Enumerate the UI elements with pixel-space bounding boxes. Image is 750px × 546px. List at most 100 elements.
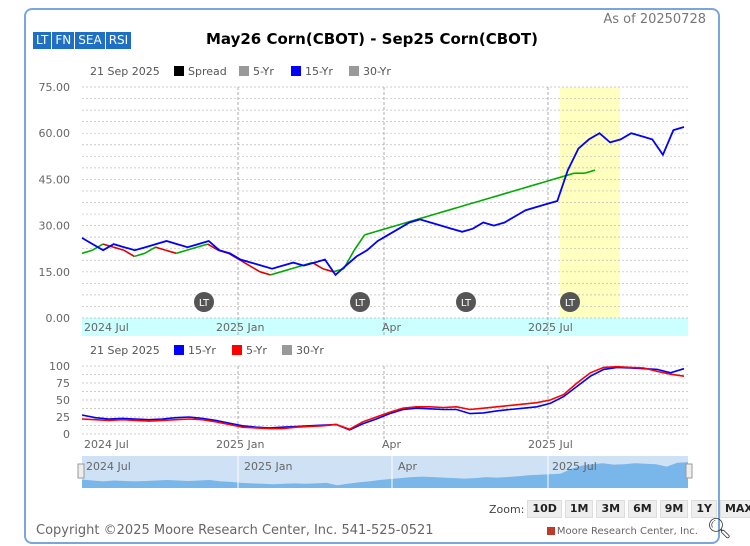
sub-five-year-line bbox=[81, 365, 685, 431]
lt-marker-label: LT bbox=[199, 298, 210, 309]
sub-legend-swatch-5yr bbox=[232, 345, 242, 355]
legend-swatch-30yr bbox=[349, 66, 359, 76]
legend-label-5yr[interactable]: 5-Yr bbox=[253, 65, 274, 78]
legend-label-30yr[interactable]: 30-Yr bbox=[363, 65, 391, 78]
lt-marker[interactable] bbox=[194, 292, 214, 312]
spread-line-segment bbox=[437, 209, 449, 215]
legend-label-spread[interactable]: Spread bbox=[188, 65, 227, 78]
legend-label-15yr[interactable]: 15-Yr bbox=[305, 65, 333, 78]
zoom-bar: Zoom: 10D 1M 3M 6M 9M 1Y MAX bbox=[489, 500, 750, 518]
legend-swatch-15yr bbox=[291, 66, 301, 76]
legend-swatch-5yr bbox=[239, 66, 249, 76]
sub-legend-label-30yr[interactable]: 30-Yr bbox=[296, 344, 324, 357]
legend-swatch-spread bbox=[174, 66, 184, 76]
main-y-tick-label: 45.00 bbox=[39, 173, 71, 186]
zoom-10d-button[interactable]: 10D bbox=[527, 500, 562, 518]
chart-panel: As of 20250728 LT FN SEA RSI May26 Corn(… bbox=[24, 8, 750, 544]
tab-lt[interactable]: LT bbox=[33, 32, 52, 49]
lt-marker[interactable] bbox=[350, 292, 370, 312]
zoom-6m-button[interactable]: 6M bbox=[628, 500, 657, 518]
zoom-1m-button[interactable]: 1M bbox=[564, 500, 594, 518]
spread-line-segment bbox=[322, 267, 334, 273]
spread-line-segment bbox=[584, 169, 596, 175]
sub-legend: 21 Sep 2025 15-Yr 5-Yr 30-Yr bbox=[90, 344, 324, 357]
spread-line-segment bbox=[102, 243, 114, 248]
zoom-3m-button[interactable]: 3M bbox=[596, 500, 626, 518]
spread-line-segment bbox=[479, 197, 491, 202]
zoom-max-button[interactable]: MAX bbox=[719, 500, 750, 518]
spread-line-segment bbox=[531, 181, 543, 187]
sub-x-tick-label: 2025 Jul bbox=[528, 438, 573, 451]
sub-y-tick-label: 0 bbox=[63, 428, 70, 441]
spread-line-segment bbox=[427, 212, 439, 218]
sub-legend-date: 21 Sep 2025 bbox=[90, 344, 160, 357]
spread-line-segment bbox=[134, 252, 146, 258]
spread-line-segment bbox=[280, 267, 292, 273]
navigator-label: 2025 Jan bbox=[244, 460, 292, 473]
magnifier-icon[interactable]: 🔍︎ bbox=[706, 516, 732, 540]
sub-y-tick-label: 100 bbox=[49, 360, 70, 373]
navigator-label: Apr bbox=[398, 460, 418, 473]
spread-line-segment bbox=[113, 246, 125, 252]
zoom-1y-button[interactable]: 1Y bbox=[691, 500, 717, 518]
spread-line-segment bbox=[270, 271, 282, 276]
fifteen-year-line bbox=[81, 126, 685, 277]
main-y-tick-label: 60.00 bbox=[39, 127, 71, 140]
lt-marker-label: LT bbox=[355, 298, 366, 309]
spread-line-segment bbox=[490, 194, 502, 199]
lt-marker[interactable] bbox=[560, 292, 580, 312]
navigator-handle-right[interactable] bbox=[685, 463, 693, 479]
brand-link[interactable]: Moore Research Center, Inc. bbox=[546, 526, 698, 537]
main-plot: 75.00 60.00 45.00 30.00 15.00 0.00 2024 Jul 202… bbox=[39, 81, 688, 336]
sub-legend-swatch-15yr bbox=[174, 345, 184, 355]
sub-x-tick-label: 2025 Jan bbox=[216, 438, 264, 451]
indicator-tabs: LT FN SEA RSI bbox=[33, 32, 132, 49]
spread-line-segment bbox=[249, 264, 261, 273]
navigator-label: 2024 Jul bbox=[86, 460, 131, 473]
main-x-tick-label: Apr bbox=[382, 321, 402, 334]
spread-line-segment bbox=[448, 206, 460, 211]
main-y-tick-label: 15.00 bbox=[39, 266, 71, 279]
navigator[interactable]: 2024 Jul 2025 Jan Apr 2025 Jul bbox=[77, 456, 693, 488]
spread-line-segment bbox=[165, 249, 177, 255]
main-x-axis-band bbox=[82, 318, 688, 336]
spread-line-segment bbox=[521, 184, 533, 190]
spread-line-segment bbox=[175, 249, 187, 255]
navigator-area bbox=[82, 462, 688, 488]
main-x-tick-label: 2025 Jul bbox=[528, 321, 573, 334]
main-y-tick-label: 30.00 bbox=[39, 220, 71, 233]
brand-name: Moore Research Center, Inc. bbox=[556, 526, 698, 537]
spread-line-segment bbox=[542, 178, 554, 184]
spread-line-segment bbox=[385, 224, 397, 230]
navigator-handle-left[interactable] bbox=[77, 463, 85, 479]
main-x-tick-label: 2025 Jan bbox=[216, 321, 264, 334]
zoom-9m-button[interactable]: 9M bbox=[659, 500, 689, 518]
lt-marker[interactable] bbox=[456, 292, 476, 312]
copyright-text: Copyright ©2025 Moore Research Center, I… bbox=[36, 523, 434, 538]
tab-fn[interactable]: FN bbox=[52, 32, 75, 49]
sub-x-tick-label: Apr bbox=[382, 438, 402, 451]
chart-title: May26 Corn(CBOT) - Sep25 Corn(CBOT) bbox=[206, 30, 538, 48]
spread-line-segment bbox=[196, 243, 208, 248]
spread-line-segment bbox=[511, 187, 522, 193]
tab-rsi[interactable]: RSI bbox=[105, 32, 132, 49]
spread-line-segment bbox=[364, 230, 376, 236]
sub-x-tick-label: 2024 Jul bbox=[84, 438, 129, 451]
spread-line-segment bbox=[469, 200, 481, 205]
as-of-date: As of 20250728 bbox=[603, 12, 706, 27]
main-y-tick-label: 75.00 bbox=[39, 81, 71, 94]
tab-sea[interactable]: SEA bbox=[75, 32, 105, 49]
lt-marker-label: LT bbox=[565, 298, 576, 309]
main-y-tick-label: 0.00 bbox=[46, 312, 71, 325]
sub-y-tick-label: 50 bbox=[56, 394, 70, 407]
sub-legend-swatch-30yr bbox=[282, 345, 292, 355]
spread-line-segment bbox=[500, 190, 512, 196]
sub-y-tick-label: 75 bbox=[56, 377, 70, 390]
chart-svg[interactable]: 21 Sep 2025 Spread 5-Yr 15-Yr 30-Yr 75.0… bbox=[26, 10, 718, 488]
sub-fifteen-year-line bbox=[81, 366, 685, 431]
sub-legend-label-5yr[interactable]: 5-Yr bbox=[246, 344, 267, 357]
spread-line-segment bbox=[552, 175, 564, 181]
sub-y-tick-label: 25 bbox=[56, 411, 70, 424]
spread-line-segment bbox=[123, 249, 135, 258]
sub-legend-label-15yr[interactable]: 15-Yr bbox=[188, 344, 216, 357]
